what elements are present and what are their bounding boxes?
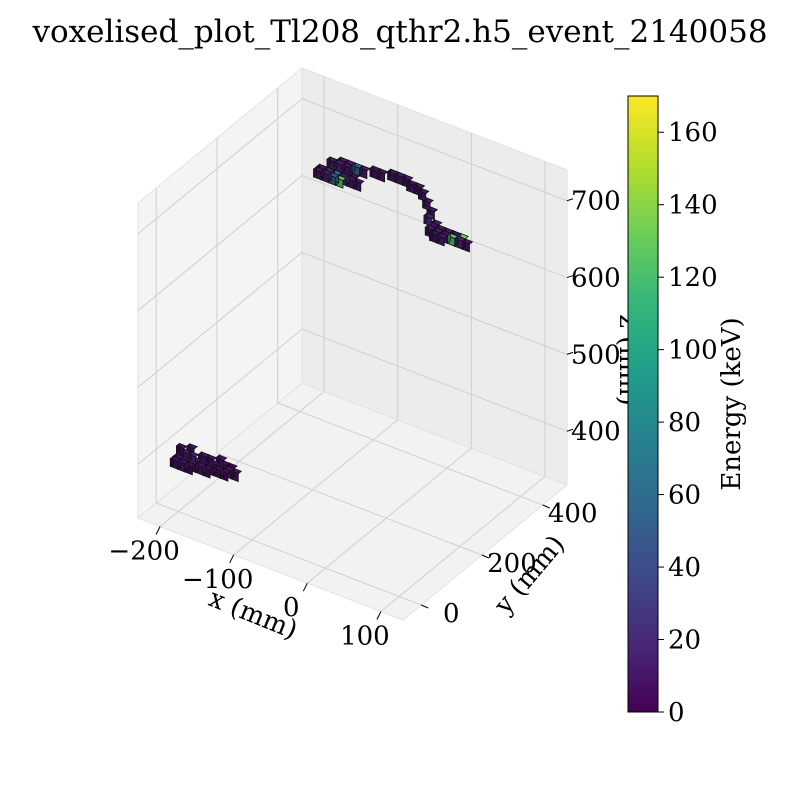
axis-panes bbox=[137, 66, 568, 621]
z-tick-mark bbox=[566, 275, 574, 279]
side-pane bbox=[137, 66, 303, 520]
z-gridline bbox=[301, 98, 568, 202]
voxel bbox=[453, 235, 466, 250]
z-tick-label: 400 bbox=[571, 417, 621, 447]
z-tick-label: 500 bbox=[571, 340, 621, 370]
voxel bbox=[423, 212, 436, 227]
colorbar-tick-label: 60 bbox=[668, 481, 701, 511]
z-tick-mark bbox=[566, 198, 574, 202]
voxel-side-face bbox=[169, 455, 174, 468]
voxel-side-face bbox=[424, 223, 429, 236]
voxel-side-face bbox=[369, 165, 374, 178]
x-tick-mark bbox=[229, 554, 235, 564]
voxel bbox=[428, 229, 441, 244]
z-tick-label: 600 bbox=[571, 264, 621, 294]
voxel-side-face bbox=[406, 179, 411, 192]
colorbar-tick-label: 140 bbox=[668, 191, 718, 221]
voxel bbox=[358, 164, 371, 180]
voxel-side-face bbox=[313, 165, 318, 178]
y-tick-mark bbox=[542, 504, 550, 509]
voxel bbox=[312, 165, 325, 181]
x-gridline bbox=[306, 447, 472, 584]
voxel-layer bbox=[169, 156, 474, 483]
x-tick-label: −100 bbox=[182, 565, 253, 595]
voxel bbox=[446, 232, 459, 247]
z-gridline bbox=[137, 98, 303, 235]
z-gridline bbox=[137, 328, 303, 465]
colorbar-tick-label: 20 bbox=[668, 626, 701, 656]
x-tick-label: 100 bbox=[340, 622, 390, 652]
y-gridline bbox=[277, 402, 543, 506]
z-gridline bbox=[301, 251, 568, 355]
colorbar-tick-label: 100 bbox=[668, 336, 718, 366]
y-tick-label: 200 bbox=[487, 549, 537, 579]
voxel-side-face bbox=[326, 156, 331, 168]
x-tick-mark bbox=[302, 582, 308, 592]
y-tick-label: 400 bbox=[548, 499, 598, 529]
voxel-side-face bbox=[423, 212, 428, 225]
voxel bbox=[169, 455, 182, 470]
x-gridline bbox=[380, 476, 546, 612]
colorbar: 0 20 40 60 80 100 120 140 160 Energy (keV) bbox=[627, 95, 747, 728]
voxel bbox=[369, 165, 382, 180]
voxel-side-face bbox=[417, 187, 422, 200]
voxel-side-face bbox=[387, 168, 392, 181]
y-gridline bbox=[156, 502, 422, 606]
colorbar-tick-label: 160 bbox=[668, 118, 718, 148]
y-tick-mark bbox=[481, 554, 490, 559]
voxel bbox=[175, 442, 188, 458]
colorbar-tick-label: 0 bbox=[668, 698, 685, 728]
y-gridline bbox=[216, 452, 483, 556]
plot-3d-axes: −200−100 0 100 0 200 400 400 500 600 700 bbox=[108, 66, 621, 652]
colorbar-ticks: 0 20 40 60 80 100 120 140 160 bbox=[658, 118, 718, 728]
z-tick-mark bbox=[566, 428, 574, 432]
z-tick-label: 700 bbox=[571, 187, 621, 217]
x-gridline bbox=[159, 391, 325, 527]
voxel-side-face bbox=[175, 442, 180, 455]
x-tick-label: 0 bbox=[283, 593, 300, 623]
z-gridline bbox=[137, 175, 303, 311]
colorbar-gradient bbox=[627, 95, 659, 713]
axis-tick-labels: −200−100 0 100 0 200 400 400 500 600 700 bbox=[108, 187, 620, 652]
y-tick-mark bbox=[421, 604, 429, 609]
voxel bbox=[386, 168, 399, 183]
voxel bbox=[405, 179, 418, 194]
chart-title: voxelised_plot_Tl208_qthr2.h5_event_2140… bbox=[31, 14, 767, 50]
z-gridline bbox=[301, 328, 568, 432]
colorbar-tick-label: 120 bbox=[668, 263, 718, 293]
colorbar-tick-label: 40 bbox=[668, 553, 701, 583]
x-tick-mark bbox=[155, 526, 161, 535]
voxel bbox=[394, 171, 407, 186]
grid-lines bbox=[137, 76, 568, 612]
x-tick-mark bbox=[376, 611, 382, 620]
voxel bbox=[417, 187, 430, 202]
y-tick-label: 0 bbox=[443, 599, 460, 629]
z-tick-mark bbox=[566, 351, 574, 355]
x-gridline bbox=[233, 419, 399, 556]
x-tick-label: −200 bbox=[108, 537, 179, 567]
z-gridline bbox=[137, 252, 303, 388]
voxel-side-face bbox=[429, 229, 434, 242]
colorbar-label: Energy (keV) bbox=[717, 317, 747, 490]
colorbar-tick-label: 80 bbox=[668, 408, 701, 438]
